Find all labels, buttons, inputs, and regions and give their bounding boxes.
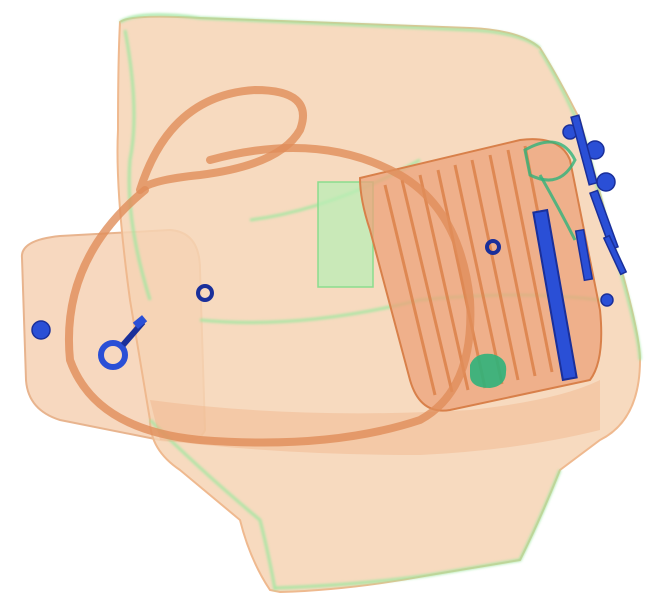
packaged-item-stack — [358, 138, 603, 412]
bag-fold — [150, 380, 600, 455]
bag-handle — [65, 85, 475, 447]
keys-cluster — [562, 114, 628, 307]
key-ring — [98, 315, 148, 370]
metal-rivets — [31, 239, 501, 340]
green-blob — [470, 353, 507, 388]
green-strap — [523, 140, 577, 241]
metal-rod — [532, 208, 578, 382]
